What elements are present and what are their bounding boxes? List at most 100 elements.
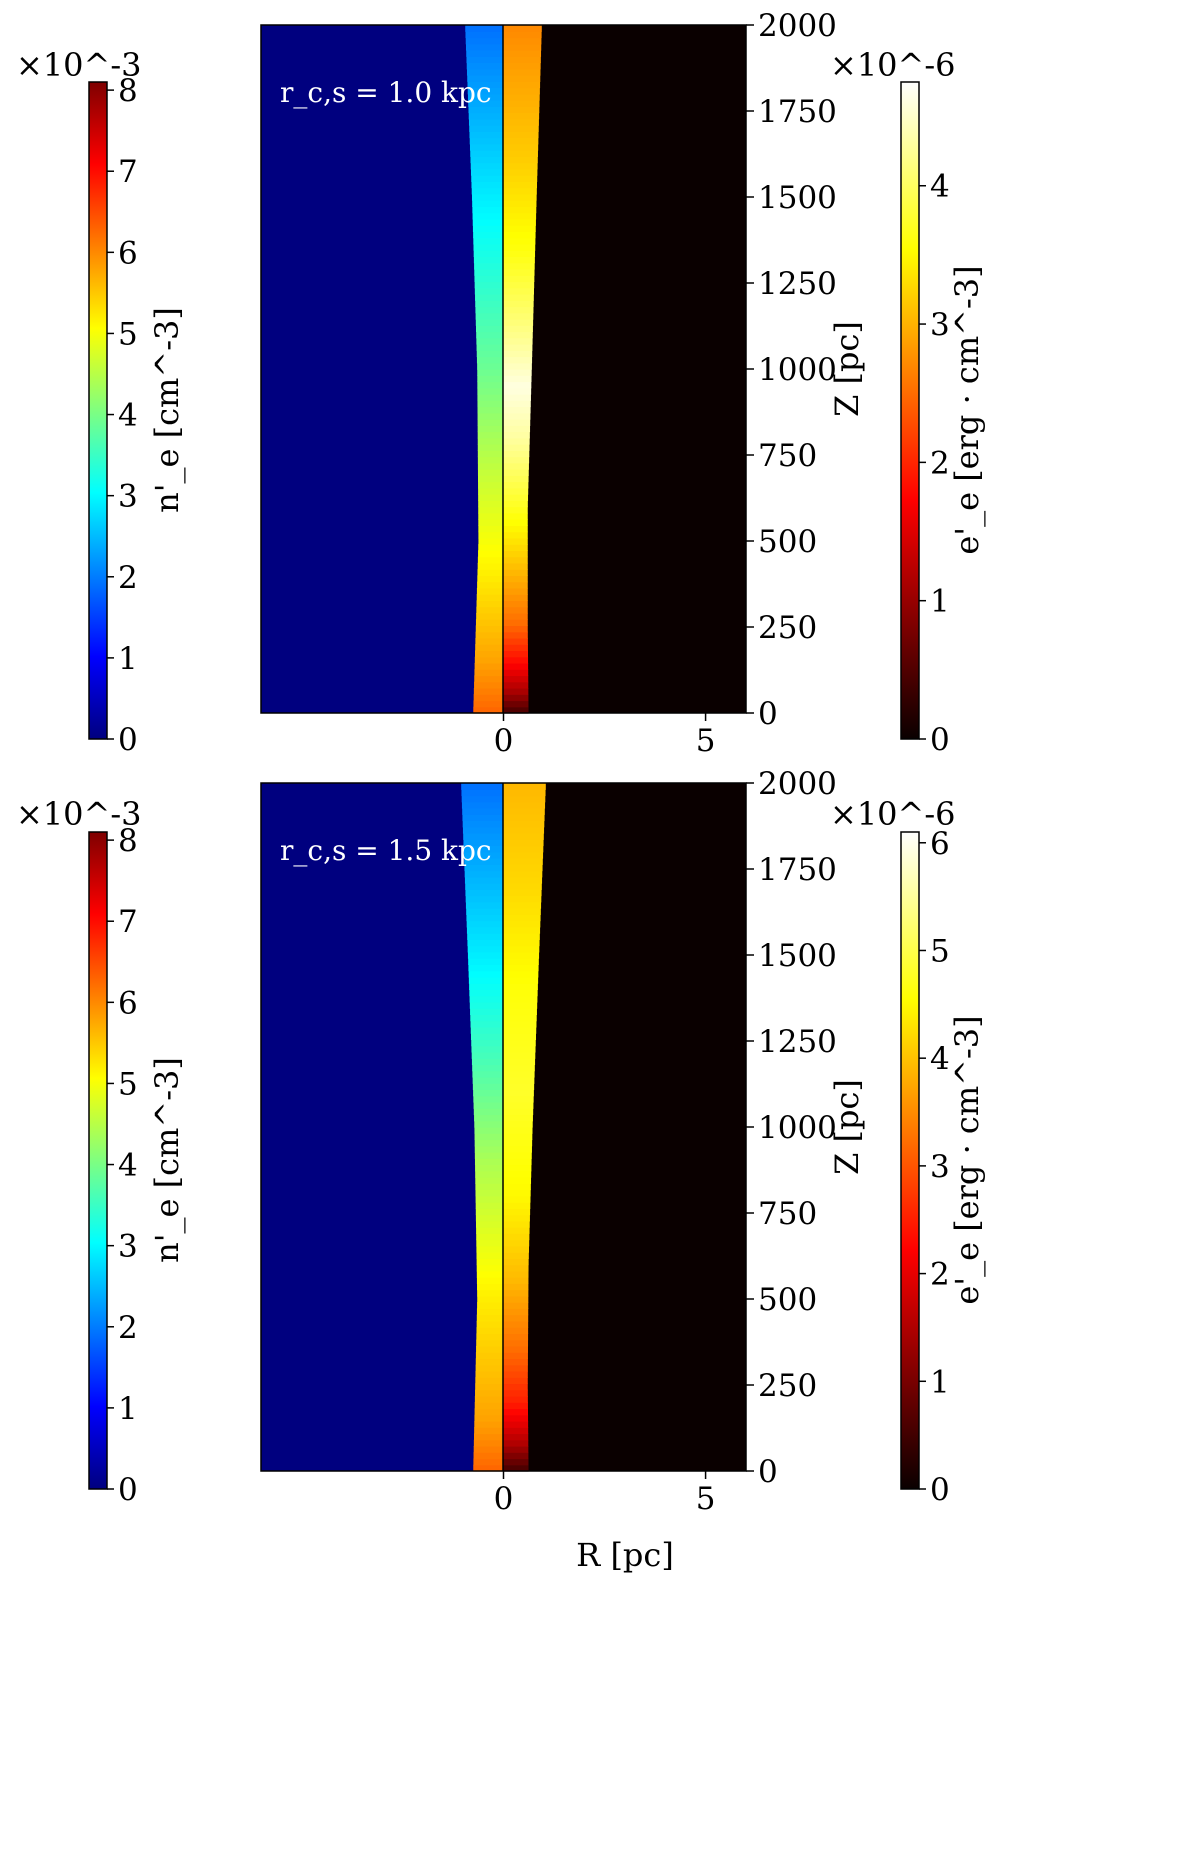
ee-cell xyxy=(503,419,531,426)
ee-cell xyxy=(503,231,536,239)
ne-cell xyxy=(477,437,504,445)
ee-cell xyxy=(503,87,540,95)
ne-cell xyxy=(477,400,504,408)
ne-cell xyxy=(471,181,504,189)
ee-cell xyxy=(503,37,542,45)
ne-cell xyxy=(466,908,504,915)
ne-cell xyxy=(467,945,504,953)
ee-cell xyxy=(503,1133,533,1141)
ne-cell xyxy=(476,600,504,608)
ee-cell xyxy=(503,212,537,220)
ne-cell xyxy=(476,1270,504,1278)
colorbar-ne-top: ×10^-3 0 1 2 3 4 5 6 7 8 n'_e [cm^-3] xyxy=(16,46,186,758)
z-tick-label: 750 xyxy=(758,438,817,474)
z-tick-label: 250 xyxy=(758,1368,817,1404)
ne-cell xyxy=(474,1145,504,1153)
ne-cell xyxy=(477,394,504,401)
ee-cell xyxy=(503,606,528,614)
ee-cell xyxy=(503,150,538,157)
colorbar-tick-label: 1 xyxy=(930,1364,950,1400)
ee-cell xyxy=(503,506,528,514)
ee-cell xyxy=(503,1070,535,1078)
ne-cell xyxy=(466,50,504,57)
ne-cell xyxy=(470,1008,504,1016)
colorbar-tick-label: 7 xyxy=(118,904,138,940)
ne-cell xyxy=(469,1001,504,1009)
figure-x-axis-label: R [pc] xyxy=(576,1536,674,1574)
ee-cell xyxy=(503,287,534,295)
ne-cell xyxy=(461,783,504,790)
ne-cell xyxy=(469,995,504,1003)
ee-cell xyxy=(503,475,529,483)
colorbar-ee-bottom-label: e'_e [erg · cm^-3] xyxy=(948,1015,986,1304)
ne-cell xyxy=(465,25,504,32)
heatmap-bottom-annotation: r_c,s = 1.5 kpc xyxy=(280,834,492,867)
z-tick-label: 2000 xyxy=(758,8,837,44)
ee-cell xyxy=(503,1289,529,1297)
ne-cell xyxy=(475,1183,504,1191)
ne-cell xyxy=(473,256,504,264)
ee-cell xyxy=(503,1020,537,1028)
ne-cell xyxy=(476,343,504,351)
ne-cell xyxy=(478,481,504,489)
colorbar-ee-bottom-bar xyxy=(900,831,920,1490)
colorbar-ne-top-bar xyxy=(88,81,108,740)
ee-cell xyxy=(503,68,541,76)
ee-cell xyxy=(503,631,528,639)
ee-cell xyxy=(503,1208,531,1216)
ne-cell xyxy=(476,606,504,614)
ee-cell xyxy=(503,350,533,358)
ne-cell xyxy=(473,237,504,245)
ee-cell xyxy=(503,1252,529,1259)
ee-cell xyxy=(503,920,541,928)
ne-cell xyxy=(474,268,504,276)
ne-cell xyxy=(478,550,504,558)
ee-cell xyxy=(503,851,544,859)
ne-cell xyxy=(471,1039,504,1047)
ne-cell xyxy=(474,275,504,283)
ne-cell xyxy=(476,1277,504,1284)
z-tick-label: 0 xyxy=(758,696,778,732)
ne-cell xyxy=(475,1220,504,1228)
ne-cell xyxy=(474,1139,504,1147)
ne-cell xyxy=(473,687,504,695)
ne-cell xyxy=(467,951,504,959)
heatmap-top-z-ticks: 0 250 500 750 1000 1250 1500 1750 2000 xyxy=(746,8,837,732)
colorbar-ne-bottom-ticks: 0 1 2 3 4 5 6 7 8 xyxy=(107,823,138,1508)
ne-cell xyxy=(474,1433,504,1441)
ee-cell xyxy=(503,412,531,420)
ne-cell xyxy=(475,306,504,314)
z-tick-label: 1750 xyxy=(758,94,837,130)
ee-cell xyxy=(503,1083,535,1091)
x-tick-label: 0 xyxy=(494,1481,514,1517)
ne-cell xyxy=(476,1252,504,1259)
colorbar-tick-label: 3 xyxy=(930,307,950,343)
ne-cell xyxy=(462,808,504,815)
ne-cell xyxy=(477,444,504,451)
ee-cell xyxy=(503,369,532,376)
ne-cell xyxy=(463,845,504,853)
ee-cell xyxy=(503,789,546,797)
ee-cell xyxy=(503,75,541,82)
ee-cell xyxy=(503,1339,529,1347)
ne-cell xyxy=(477,369,504,376)
colorbar-ee-bottom: ×10^-6 0 1 2 3 4 5 6 e'_e [erg · cm^-3] xyxy=(830,795,986,1508)
ee-cell xyxy=(503,218,536,226)
colorbar-tick-label: 3 xyxy=(118,1229,138,1265)
heatmap-bottom-ee-column xyxy=(503,783,546,1472)
ee-cell xyxy=(503,876,543,884)
ee-cell xyxy=(503,556,528,564)
ee-cell xyxy=(503,243,536,251)
ee-cell xyxy=(503,1327,529,1334)
ee-cell xyxy=(503,1227,530,1234)
ee-cell xyxy=(503,312,534,320)
colorbar-tick-label: 0 xyxy=(118,1472,138,1508)
ee-cell xyxy=(503,581,528,589)
ee-cell xyxy=(503,675,529,683)
ne-cell xyxy=(478,487,504,495)
ee-cell xyxy=(503,62,541,70)
heatmap-top-z-label: Z [pc] xyxy=(828,321,866,417)
